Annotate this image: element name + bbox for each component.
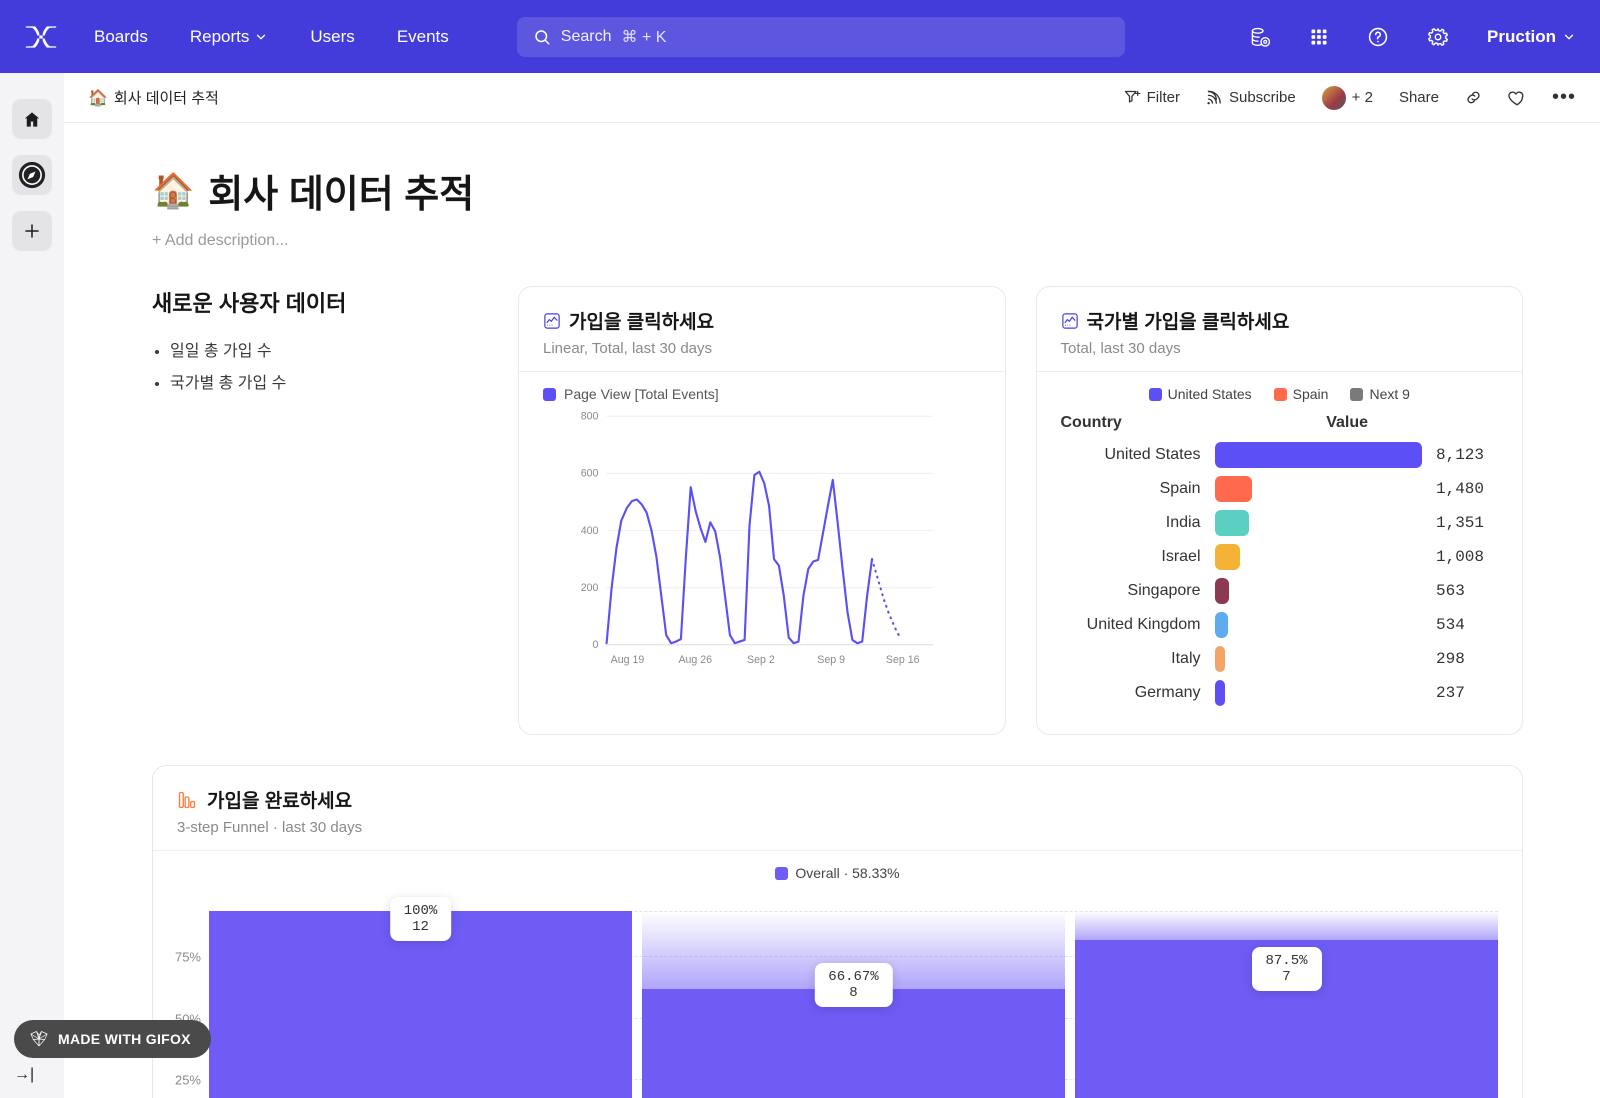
svg-text:Aug 19: Aug 19 [611, 654, 645, 666]
svg-text:200: 200 [581, 582, 599, 594]
svg-text:Aug 26: Aug 26 [678, 654, 712, 666]
svg-text:Sep 9: Sep 9 [817, 654, 845, 666]
svg-text:0: 0 [593, 639, 599, 651]
svg-text:Sep 2: Sep 2 [747, 654, 775, 666]
svg-text:Sep 16: Sep 16 [886, 654, 920, 666]
svg-text:800: 800 [581, 410, 599, 422]
svg-text:600: 600 [581, 468, 599, 480]
svg-text:400: 400 [581, 525, 599, 537]
